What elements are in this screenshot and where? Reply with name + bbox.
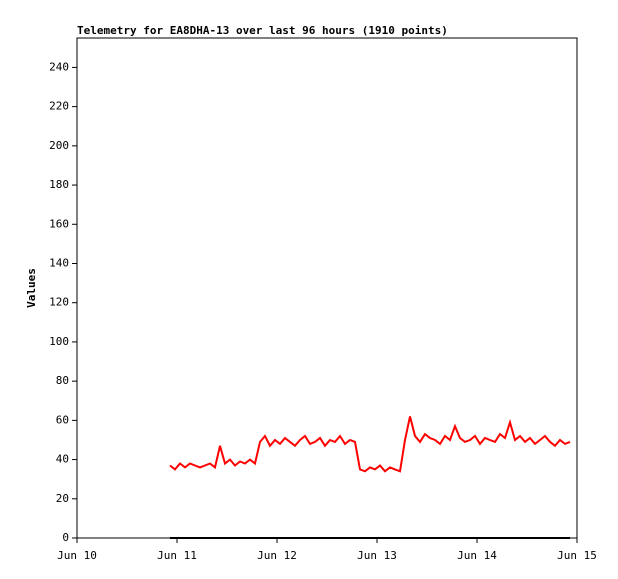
- plot-frame: [76, 37, 578, 539]
- x-tick-label: Jun 15: [557, 549, 597, 562]
- chart-title: Telemetry for EA8DHA-13 over last 96 hou…: [77, 24, 448, 37]
- x-tick-label: Jun 13: [357, 549, 397, 562]
- y-tick-label: 220: [49, 100, 69, 113]
- y-tick-label: 20: [56, 492, 69, 505]
- x-tick-label: Jun 11: [157, 549, 197, 562]
- data-line: [169, 416, 571, 473]
- y-tick-label: 200: [49, 139, 69, 152]
- y-tick-label: 100: [49, 335, 69, 348]
- y-tick-label: 0: [62, 531, 69, 544]
- x-tick-label: Jun 12: [257, 549, 297, 562]
- y-tick-label: 140: [49, 256, 69, 269]
- y-tick-label: 240: [49, 60, 69, 73]
- y-tick-label: 60: [56, 413, 69, 426]
- x-tick-label: Jun 14: [457, 549, 497, 562]
- y-tick-label: 120: [49, 296, 69, 309]
- y-tick-label: 80: [56, 374, 69, 387]
- y-tick-label: 160: [49, 217, 69, 230]
- x-tick-label: Jun 10: [57, 549, 97, 562]
- y-tick-label: 40: [56, 453, 69, 466]
- y-axis-label: Values: [25, 268, 38, 308]
- y-tick-label: 180: [49, 178, 69, 191]
